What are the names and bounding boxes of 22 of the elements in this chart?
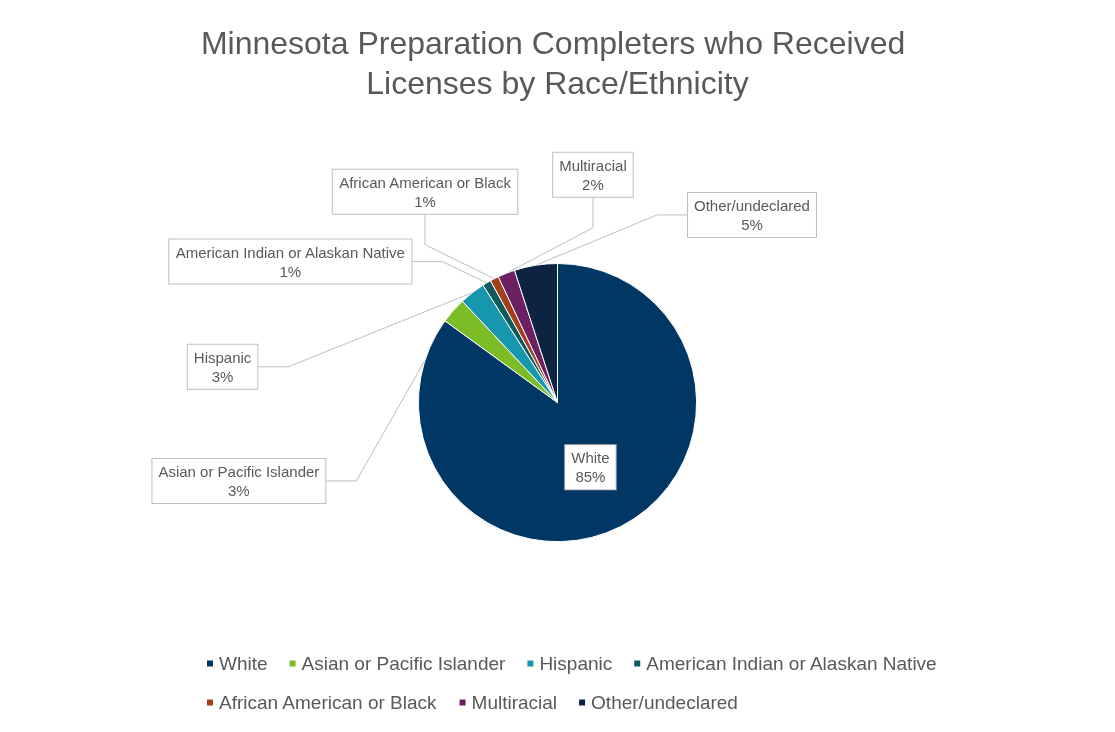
data-label: 2% bbox=[582, 175, 604, 193]
chart-title: Minnesota Preparation Completers who Received Licenses by Race/Ethnicity bbox=[200, 25, 915, 101]
data-label: 3% bbox=[211, 367, 234, 385]
data-label: 1% bbox=[279, 262, 302, 280]
legend-label: American Indian or Alaskan Native bbox=[646, 653, 937, 674]
slice-label: Asian or Pacific Islander bbox=[158, 462, 320, 480]
legend-label: Other/undeclared bbox=[591, 692, 738, 713]
data-label: 3% bbox=[228, 481, 250, 499]
slice-label: Multiracial bbox=[559, 156, 627, 174]
legend-label: African American or Black bbox=[219, 692, 438, 713]
legend-label: Multiracial bbox=[471, 692, 558, 713]
data-label: 1% bbox=[414, 192, 436, 210]
slice-label: African American or Black bbox=[339, 173, 512, 191]
slice-label: Other/undeclared bbox=[694, 196, 810, 214]
slice-label: White bbox=[571, 449, 610, 467]
data-label: 85% bbox=[575, 468, 606, 486]
legend-label: Asian or Pacific Islander bbox=[301, 653, 507, 674]
data-label: 5% bbox=[741, 215, 763, 233]
slice-label: American Indian or Alaskan Native bbox=[175, 243, 405, 261]
legend-label: Hispanic bbox=[539, 653, 613, 674]
legend-label: White bbox=[219, 653, 268, 674]
slice-label: Hispanic bbox=[193, 348, 252, 366]
